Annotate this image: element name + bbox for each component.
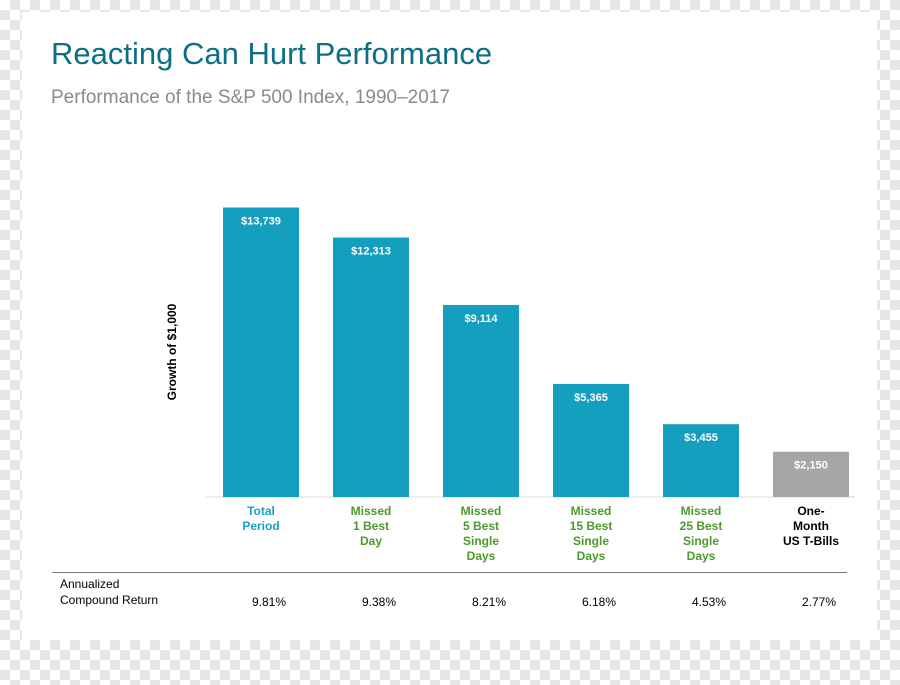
chart-title: Reacting Can Hurt Performance bbox=[51, 36, 493, 71]
annualized-return-0: 9.81% bbox=[251, 595, 287, 609]
annualized-return-3: 6.18% bbox=[581, 595, 617, 609]
bar-value-label-5: $2,150 bbox=[794, 460, 828, 472]
bar-1 bbox=[333, 237, 409, 498]
bar-2 bbox=[443, 304, 519, 497]
chart-subtitle: Performance of the S&P 500 Index, 1990–2… bbox=[51, 87, 450, 108]
bar-value-label-1: $12,313 bbox=[351, 246, 391, 258]
bar-0 bbox=[223, 207, 299, 498]
bar-5 bbox=[773, 451, 849, 497]
annualized-return-label: Annualized Compound Return bbox=[60, 577, 159, 607]
bar-value-label-3: $5,365 bbox=[574, 392, 608, 404]
annualized-return-5: 2.77% bbox=[801, 595, 837, 609]
y-axis-label: Growth of $1,000 bbox=[165, 303, 179, 401]
bar-4 bbox=[663, 424, 739, 497]
category-label-4: Missed 25 Best Single Days bbox=[679, 504, 723, 563]
annualized-return-2: 8.21% bbox=[471, 595, 507, 609]
category-label-2: Missed 5 Best Single Days bbox=[460, 504, 502, 563]
bar-value-label-4: $3,455 bbox=[684, 432, 718, 444]
category-label-0: Total Period bbox=[242, 504, 280, 533]
bar-value-label-0: $13,739 bbox=[241, 215, 281, 227]
annualized-return-4: 4.53% bbox=[691, 595, 727, 609]
category-label-5: One- Month US T-Bills bbox=[782, 504, 839, 548]
category-label-3: Missed 15 Best Single Days bbox=[569, 504, 613, 563]
bar-value-label-2: $9,114 bbox=[464, 313, 498, 325]
bar-3 bbox=[553, 383, 629, 497]
annualized-return-1: 9.38% bbox=[361, 595, 397, 609]
table-divider bbox=[52, 572, 847, 573]
category-label-1: Missed 1 Best Day bbox=[350, 504, 392, 548]
